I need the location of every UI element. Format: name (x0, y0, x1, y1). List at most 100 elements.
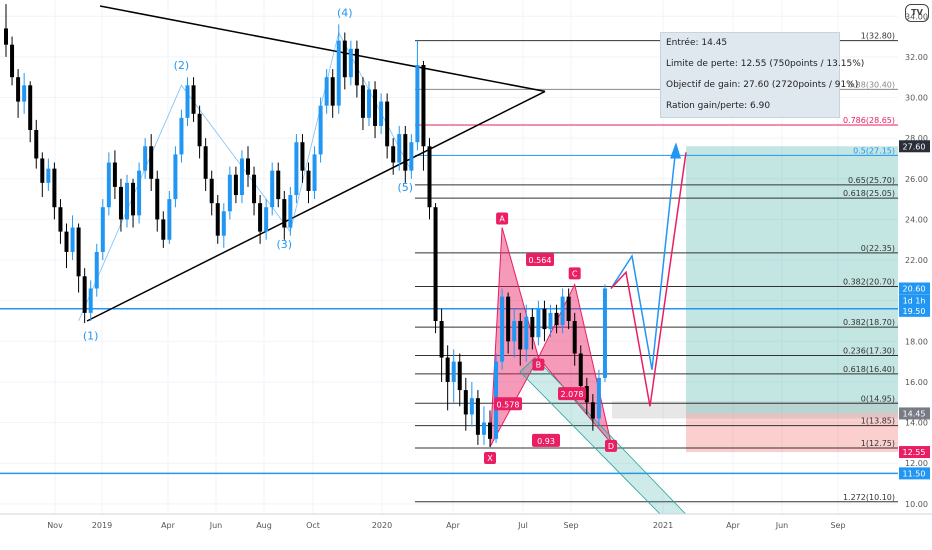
fib-label: 1(13.85) (861, 417, 895, 426)
tradingview-logo-icon[interactable]: TV (905, 4, 929, 22)
candle-body (578, 353, 583, 387)
candle-body (179, 117, 184, 155)
price-badge-label: 11.50 (903, 469, 926, 478)
entry-band (612, 401, 898, 419)
harmonic-point-badge (568, 267, 581, 280)
candle-body (143, 146, 148, 171)
candle-body (360, 85, 365, 118)
target-text: Objectif de gain: 27.60 (2720points / 91… (666, 80, 859, 90)
fib-label: 0(14.95) (861, 394, 895, 403)
price-badge (899, 140, 930, 153)
candle-body (548, 312, 553, 330)
harmonic-ratio-label: 0.564 (529, 256, 552, 265)
candle-body (312, 154, 317, 191)
time-axis-bg (0, 514, 932, 550)
price-tick-label: 32.00 (905, 53, 928, 62)
price-tick-label: 34.00 (905, 12, 928, 21)
fib-label: 0.618(25.05) (843, 189, 895, 198)
candle-body (530, 316, 535, 338)
price-tick-label: 18.00 (905, 337, 928, 346)
price-badge (899, 446, 930, 459)
candle-body (397, 134, 402, 163)
time-tick-label: Jun (775, 521, 789, 530)
harmonic-ratio-badge (526, 253, 554, 267)
candle-body (439, 320, 444, 358)
candle-body (409, 142, 414, 171)
harmonic-ratio-badge (532, 433, 560, 447)
candle-body (584, 386, 589, 403)
price-axis-bg (898, 0, 932, 514)
fib-label: 1.272(10.10) (843, 493, 895, 502)
candle-body (28, 85, 33, 131)
candle-body (40, 158, 45, 183)
candle-body (258, 203, 263, 232)
price-badge (899, 304, 930, 317)
candle-body (131, 182, 136, 216)
time-tick-label: Nov (47, 521, 63, 530)
harmonic-ratio-badge (558, 387, 586, 401)
fib-label: 0.65(25.70) (848, 176, 895, 185)
elliott-wave-label: (1) (83, 329, 99, 342)
time-tick-label: 2021 (653, 521, 673, 530)
candle-body (385, 101, 390, 147)
trade-info-box[interactable]: Entrée: 14.45 Limite de perte: 12.55 (75… (660, 32, 864, 118)
candle-body (421, 65, 426, 147)
candle-body (246, 158, 250, 175)
candle-body (155, 178, 160, 220)
candle-body (488, 422, 492, 439)
candle-body (481, 422, 486, 435)
harmonic-point-label: B (536, 361, 542, 370)
fib-label: 1(12.75) (861, 439, 895, 448)
candle-body (379, 101, 384, 126)
harmonic-point-label: D (608, 442, 614, 451)
time-axis[interactable]: Nov 2019 Apr Jun Aug Oct 2020 Apr Jul Sep 2021 Apr J… (0, 513, 932, 550)
price-badge-label: 27.60 (903, 142, 926, 151)
candle-body (137, 170, 142, 216)
price-tick-label: 28.00 (905, 134, 928, 143)
time-tick-label: Aug (256, 521, 272, 530)
candle-body (506, 296, 511, 342)
stop-text: Limite de perte: 12.55 (750points / 13.1… (666, 59, 865, 69)
candle-body (270, 170, 275, 208)
candle-body (76, 227, 81, 277)
candle-body (4, 28, 8, 45)
price-badge (899, 407, 930, 420)
candle-body (203, 146, 208, 179)
time-tick-label: 2020 (372, 521, 392, 530)
candle-body (373, 89, 378, 126)
harmonic-point-label: X (487, 454, 493, 463)
candle-body (82, 276, 87, 313)
candle-body (64, 231, 69, 252)
candle-body (354, 48, 359, 86)
candle-body (518, 320, 523, 350)
candle-body (560, 296, 565, 326)
candle-body (149, 146, 154, 179)
harmonic-point-badge (484, 451, 496, 464)
candle-body (88, 288, 93, 313)
projection-paths (610, 142, 687, 407)
price-tick-label: 14.00 (905, 419, 928, 428)
candle-body (282, 199, 287, 228)
candle-body (433, 207, 438, 321)
time-tick-label: Sep (563, 521, 578, 530)
elliott-wave-label: (4) (337, 6, 353, 19)
time-tick-label: 2019 (92, 521, 112, 530)
candle-body (391, 146, 396, 163)
candle-body (197, 113, 202, 147)
harmonic-point-badge (532, 358, 545, 371)
candle-body (112, 162, 117, 187)
harmonic-point-label: A (499, 215, 505, 224)
candle-body (306, 170, 311, 191)
elliott-wave-label: (5) (398, 181, 414, 194)
time-tick-label: Apr (446, 521, 461, 530)
candle-body (209, 178, 214, 204)
time-tick-label: Apr (161, 521, 176, 530)
candle-body (566, 296, 571, 321)
candle-body (100, 207, 105, 252)
fib-label: 1(32.80) (861, 32, 895, 41)
candle-body (451, 361, 456, 382)
candle-body (52, 168, 57, 208)
candle-body (227, 174, 232, 212)
projection-blue (610, 146, 677, 370)
price-axis[interactable]: 10.0012.0014.0016.0018.0020.0022.0024.00… (898, 0, 932, 514)
